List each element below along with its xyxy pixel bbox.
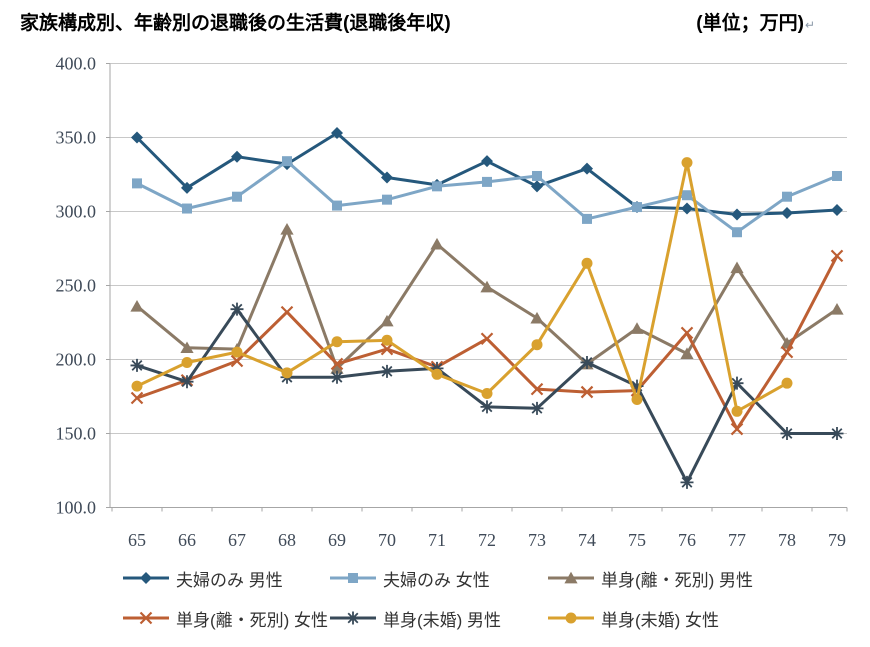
series-line bbox=[135, 227, 839, 370]
x-axis-label: 77 bbox=[728, 530, 746, 550]
legend-label: 単身(未婚) 男性 bbox=[383, 610, 502, 630]
x-axis-label: 65 bbox=[128, 530, 146, 550]
legend-item: 夫婦のみ 男性 bbox=[122, 566, 329, 591]
asterisk-marker-icon bbox=[330, 611, 376, 625]
unit-label: (単位；万円) bbox=[696, 13, 804, 34]
x-axis-label: 76 bbox=[678, 530, 696, 550]
y-axis-label: 200.0 bbox=[56, 350, 97, 370]
legend-label: 夫婦のみ 男性 bbox=[176, 570, 283, 590]
legend-label: 単身(離・死別) 男性 bbox=[601, 570, 754, 590]
legend-item: 単身(未婚) 女性 bbox=[547, 606, 870, 631]
y-axis-label: 250.0 bbox=[56, 276, 97, 296]
title-row: 家族構成別、年齢別の退職後の生活費(退職後年収) (単位；万円)↵ bbox=[20, 8, 815, 35]
legend-item: 単身(未婚) 男性 bbox=[329, 606, 547, 631]
x-axis-label: 71 bbox=[428, 530, 446, 550]
line-chart: 400.0 350.0 300.0 250.0 200.0 150.0 100.0 65 66 6… bbox=[56, 54, 848, 550]
x-axis-label: 66 bbox=[178, 530, 196, 550]
x-axis-label: 75 bbox=[628, 530, 646, 550]
x-axis-label: 69 bbox=[328, 530, 346, 550]
series-line bbox=[135, 131, 839, 216]
x-axis-label: 74 bbox=[578, 530, 596, 550]
legend-row: 夫婦のみ 男性 夫婦のみ 女性 単身(離・死別) 男性 bbox=[122, 558, 870, 598]
diamond-marker-icon bbox=[123, 572, 169, 584]
x-axis-label: 68 bbox=[278, 530, 296, 550]
square-marker-icon bbox=[330, 573, 376, 583]
x-axis-label: 78 bbox=[778, 530, 796, 550]
chart-title: 家族構成別、年齢別の退職後の生活費(退職後年収) bbox=[20, 13, 451, 34]
x-marker-icon bbox=[123, 611, 169, 625]
legend-label: 夫婦のみ 女性 bbox=[383, 570, 490, 590]
y-axis-label: 150.0 bbox=[56, 424, 97, 444]
series-1 bbox=[132, 156, 842, 238]
x-axis-label: 67 bbox=[228, 530, 246, 550]
circle-marker-icon bbox=[548, 612, 594, 624]
chart-legend: 夫婦のみ 男性 夫婦のみ 女性 単身(離・死別) 男性単身(離・死別) 女性 単身(未… bbox=[0, 558, 870, 638]
legend-label: 単身(離・死別) 女性 bbox=[176, 610, 329, 630]
triangle-marker-icon bbox=[548, 571, 594, 584]
y-axis-label: 400.0 bbox=[56, 54, 97, 74]
legend-item: 単身(離・死別) 男性 bbox=[547, 566, 870, 591]
legend-row: 単身(離・死別) 女性 単身(未婚) 男性 単身(未婚) 女性 bbox=[122, 598, 870, 638]
series-4 bbox=[130, 302, 844, 489]
paragraph-mark-icon: ↵ bbox=[804, 18, 815, 32]
x-axis-label: 73 bbox=[528, 530, 546, 550]
y-axis-label: 100.0 bbox=[56, 498, 97, 518]
legend-label: 単身(未婚) 女性 bbox=[601, 610, 720, 630]
series-0 bbox=[131, 127, 843, 221]
x-axis-label: 72 bbox=[478, 530, 496, 550]
x-axis-label: 70 bbox=[378, 530, 396, 550]
y-axis-label: 300.0 bbox=[56, 202, 97, 222]
x-axis-label: 79 bbox=[828, 530, 846, 550]
series-5 bbox=[131, 157, 793, 417]
legend-item: 夫婦のみ 女性 bbox=[329, 566, 547, 591]
y-axis-label: 350.0 bbox=[56, 128, 97, 148]
unit-label-wrap: (単位；万円)↵ bbox=[696, 8, 815, 35]
series-line bbox=[135, 161, 789, 413]
legend-item: 単身(離・死別) 女性 bbox=[122, 606, 329, 631]
